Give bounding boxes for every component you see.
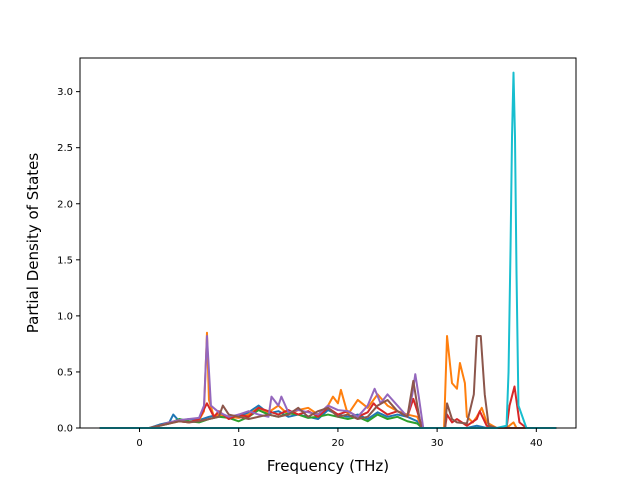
y-axis-ticks: 0.0 0.5 1.0 1.5 2.0 2.5 3.0 bbox=[57, 87, 80, 435]
x-axis-label: Frequency (THz) bbox=[267, 457, 389, 475]
y-tick-label: 2.0 bbox=[57, 199, 73, 210]
x-tick-label: 0 bbox=[136, 438, 142, 449]
x-tick-label: 40 bbox=[530, 438, 543, 449]
series-line-3 bbox=[99, 385, 557, 429]
x-tick-label: 30 bbox=[431, 438, 444, 449]
x-tick-label: 10 bbox=[232, 438, 245, 449]
y-axis-label: Partial Density of States bbox=[24, 153, 42, 334]
y-tick-label: 1.5 bbox=[57, 255, 73, 266]
x-axis-ticks: 0 10 20 30 40 bbox=[136, 428, 543, 449]
y-tick-label: 0.0 bbox=[57, 424, 73, 435]
series-line-5 bbox=[99, 335, 557, 429]
series-line-4 bbox=[99, 335, 557, 429]
y-tick-label: 2.5 bbox=[57, 143, 73, 154]
y-tick-label: 1.0 bbox=[57, 311, 73, 322]
y-tick-label: 3.0 bbox=[57, 87, 73, 98]
x-tick-label: 20 bbox=[332, 438, 345, 449]
y-tick-label: 0.5 bbox=[57, 367, 73, 378]
plot-frame bbox=[79, 57, 577, 429]
